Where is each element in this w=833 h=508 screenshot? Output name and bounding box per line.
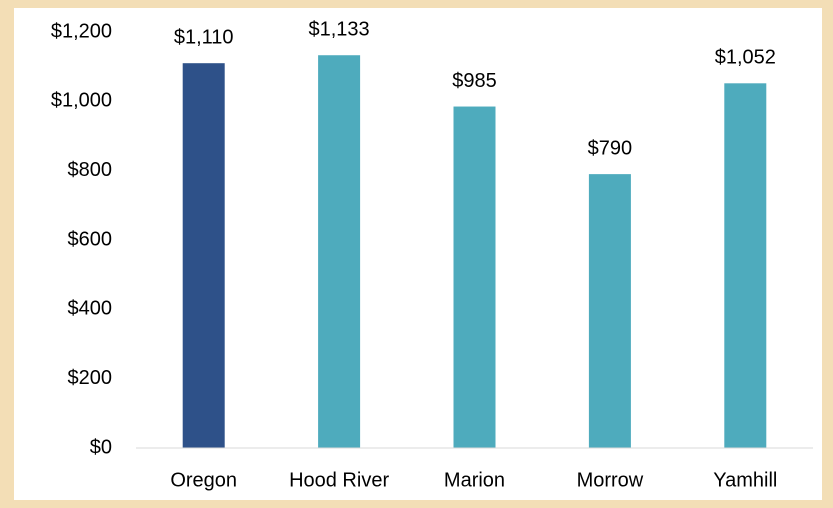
x-tick-label: Morrow: [577, 469, 644, 491]
y-tick-label: $400: [68, 298, 113, 320]
y-tick-label: $800: [68, 159, 113, 181]
bar: [724, 83, 767, 448]
y-tick-label: $200: [68, 367, 113, 389]
y-tick-label: $0: [90, 436, 112, 458]
y-tick-label: $1,200: [51, 20, 112, 42]
value-label: $1,052: [715, 47, 776, 69]
bar: [318, 55, 361, 449]
x-tick-label: Hood River: [289, 469, 389, 491]
bar: [588, 174, 631, 448]
value-label: $790: [588, 137, 633, 159]
value-label: $985: [452, 70, 497, 92]
x-tick-label: Yamhill: [713, 469, 777, 491]
x-tick-label: Marion: [444, 469, 505, 491]
value-label: $1,110: [174, 26, 234, 48]
value-label: $1,133: [309, 19, 370, 41]
y-tick-label: $600: [68, 228, 113, 250]
bar: [182, 63, 225, 448]
plot-background: [14, 8, 822, 500]
x-tick-label: Oregon: [170, 469, 237, 491]
bar: [453, 106, 496, 449]
y-tick-label: $1,000: [51, 90, 112, 112]
